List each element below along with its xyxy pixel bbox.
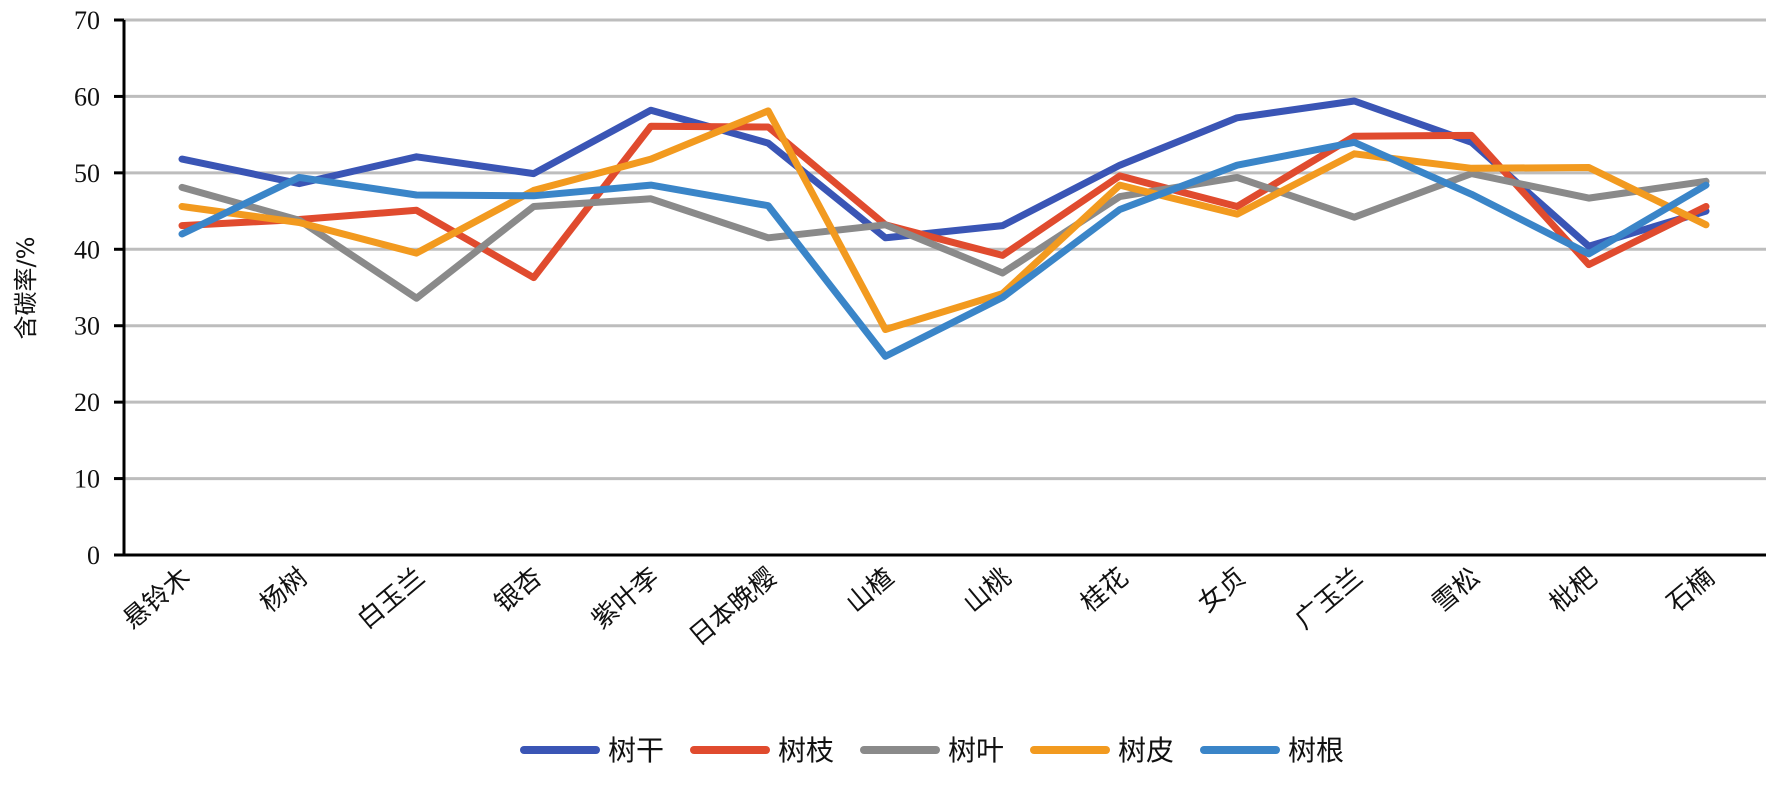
- x-tick-label: 悬铃木: [117, 562, 196, 635]
- x-tick-label: 枇杷: [1544, 562, 1603, 618]
- legend-label: 树叶: [948, 734, 1004, 767]
- x-tick-label: 广玉兰: [1290, 562, 1369, 635]
- x-tick-label: 山楂: [841, 562, 900, 618]
- legend-label: 树根: [1288, 734, 1344, 767]
- legend-item: 树根: [1200, 734, 1344, 767]
- legend-label: 树干: [608, 734, 664, 767]
- x-tick-label: 女贞: [1192, 562, 1251, 618]
- axes: [122, 20, 1766, 557]
- series-lines: [178, 97, 1710, 360]
- legend-item: 树叶: [860, 734, 1004, 767]
- legend-label: 树枝: [778, 734, 834, 767]
- legend-item: 树干: [520, 734, 664, 767]
- x-tick-label: 白玉兰: [352, 562, 431, 635]
- y-tick-label: 0: [87, 541, 100, 570]
- y-tick-label: 20: [74, 388, 100, 417]
- x-tick-label: 雪松: [1427, 562, 1486, 618]
- x-tick-label: 石楠: [1661, 562, 1720, 618]
- y-tick-labels: 0 10 20 30 40 50 60 70: [74, 6, 100, 570]
- x-tick-label: 桂花: [1075, 562, 1134, 618]
- x-tick-label: 日本晚樱: [684, 562, 783, 652]
- y-tick-label: 40: [74, 235, 100, 264]
- y-tick-label: 10: [74, 465, 100, 494]
- x-tick-label: 山桃: [958, 562, 1017, 618]
- y-tick-label: 60: [74, 82, 100, 111]
- legend: 树干 树枝 树叶 树皮 树根: [520, 734, 1344, 767]
- y-tick-label: 70: [74, 6, 100, 35]
- y-tick-label: 50: [74, 159, 100, 188]
- legend-label: 树皮: [1118, 734, 1174, 767]
- x-tick-label: 杨树: [255, 562, 314, 618]
- y-tick-label: 30: [74, 312, 100, 341]
- series-line-5: [178, 138, 1710, 360]
- x-tick-labels: 悬铃木 杨树 白玉兰 银杏 紫叶李 日本晚樱 山楂 山桃 桂花 女贞 广玉兰 雪松 枇杷 石楠: [117, 562, 1720, 652]
- series-line-4: [178, 107, 1710, 333]
- series-line-2: [178, 122, 1710, 282]
- legend-item: 树枝: [690, 734, 834, 767]
- x-tick-label: 紫叶李: [586, 562, 665, 635]
- legend-item: 树皮: [1030, 734, 1174, 767]
- x-tick-label: 银杏: [489, 562, 548, 618]
- grid-lines: [114, 18, 1766, 557]
- y-axis-label: 含碳率/%: [12, 237, 40, 340]
- series-line-3: [178, 170, 1710, 302]
